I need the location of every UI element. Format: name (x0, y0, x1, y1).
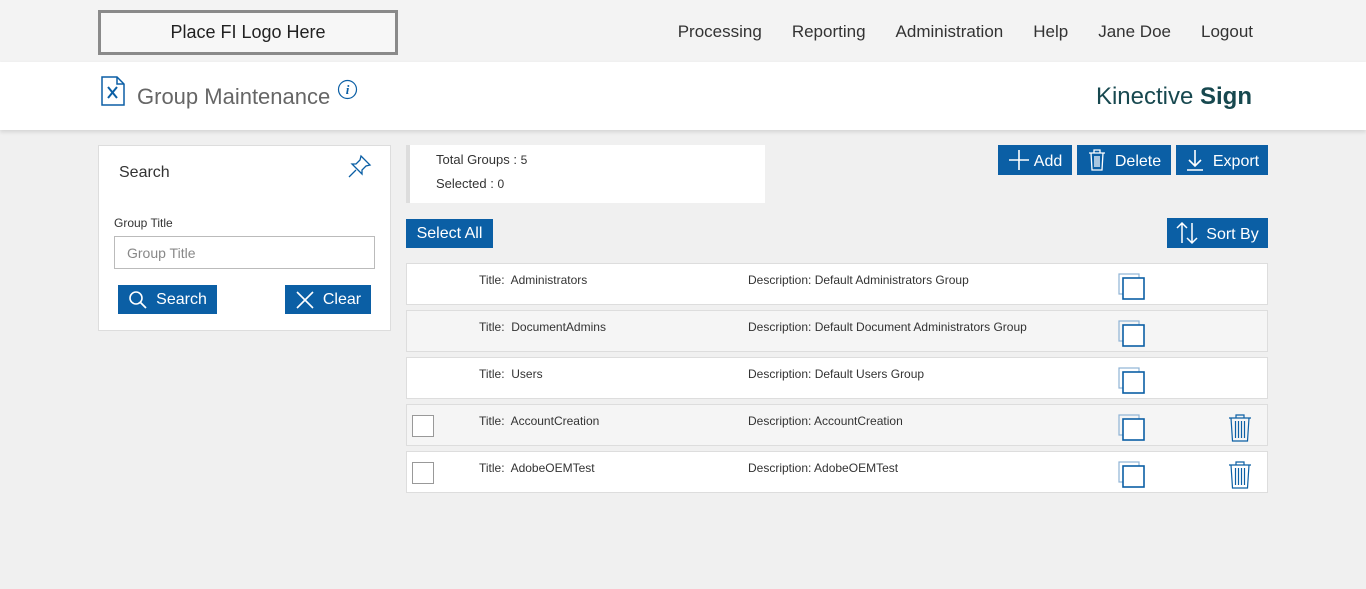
brand-light: Kinective (1095, 83, 1194, 110)
add-icon (1008, 150, 1029, 170)
selected-count: Selected : 0 (436, 176, 504, 191)
search-title: Search (119, 164, 170, 181)
total-label: Total Groups : (436, 152, 517, 167)
copy-action[interactable] (1118, 461, 1146, 494)
clear-button-label: Clear (322, 290, 362, 308)
copy-action[interactable] (1118, 273, 1146, 306)
sort-icon (1176, 221, 1198, 245)
description-label: Description: (748, 273, 812, 287)
clear-icon (296, 290, 314, 309)
add-button-label: Add (1033, 152, 1063, 170)
row-title: Title: DocumentAdmins (479, 320, 606, 334)
nav-link[interactable]: Administration (895, 22, 1004, 41)
nav-link[interactable]: Processing (677, 22, 762, 41)
total-groups: Total Groups : 5 (436, 152, 527, 167)
copy-action[interactable] (1118, 320, 1146, 353)
delete-action[interactable] (1228, 461, 1252, 494)
summary-box (406, 145, 765, 203)
row-checkbox[interactable] (412, 462, 434, 484)
row-description: Description: Default Users Group (748, 367, 924, 381)
title-label: Title: (479, 320, 505, 334)
group-row: Title: Users Description: Default Users G… (406, 357, 1268, 399)
total-value: 5 (520, 153, 528, 167)
title-label: Title: (479, 414, 505, 428)
group-row: Title: Administrators Description: Defaul… (406, 263, 1268, 305)
title-value: AdobeOEMTest (510, 461, 595, 475)
description-label: Description: (748, 320, 812, 334)
delete-icon (1088, 149, 1105, 171)
nav-menu: Processing Reporting Administration Help Jan… (678, 22, 1253, 42)
description-value: AccountCreation (814, 414, 903, 428)
row-title: Title: AccountCreation (479, 414, 599, 428)
row-description: Description: Default Document Administra… (748, 320, 1027, 334)
group-row: Title: AdobeOEMTest Description: AdobeOEM… (406, 451, 1268, 493)
description-label: Description: (748, 461, 812, 475)
copy-icon[interactable] (1118, 320, 1146, 348)
copy-action[interactable] (1118, 414, 1146, 447)
group-title-input[interactable] (114, 236, 375, 269)
nav-link[interactable]: Help (1033, 22, 1069, 41)
page-icon (101, 76, 125, 106)
group-row: Title: AccountCreation Description: Accou… (406, 404, 1268, 446)
row-title: Title: Users (479, 367, 543, 381)
logo-placeholder[interactable]: Place FI Logo Here (98, 10, 398, 55)
row-title: Title: Administrators (479, 273, 587, 287)
search-button[interactable]: Search (118, 285, 217, 314)
title-value: Users (511, 367, 543, 381)
description-value: AdobeOEMTest (814, 461, 899, 475)
trash-icon[interactable] (1228, 461, 1252, 489)
export-button-label: Export (1212, 152, 1260, 170)
svg-text:i: i (346, 82, 350, 97)
row-description: Description: Default Administrators Grou… (748, 273, 969, 287)
copy-icon[interactable] (1118, 367, 1146, 395)
sort-by-button[interactable]: Sort By (1167, 218, 1268, 248)
copy-icon[interactable] (1118, 414, 1146, 442)
page-title: Group Maintenance (137, 84, 331, 109)
description-label: Description: (748, 414, 812, 428)
copy-action[interactable] (1118, 367, 1146, 400)
title-label: Title: (479, 273, 505, 287)
select-all-button[interactable]: Select All (406, 219, 493, 248)
description-label: Description: (748, 367, 812, 381)
selected-value: 0 (497, 177, 505, 191)
export-button[interactable]: Export (1176, 145, 1268, 175)
title-label: Title: (479, 367, 505, 381)
delete-button[interactable]: Delete (1077, 145, 1171, 175)
brand-bold: Sign (1200, 83, 1252, 110)
title-value: AccountCreation (510, 414, 600, 428)
add-button[interactable]: Add (998, 145, 1072, 175)
search-icon (129, 290, 147, 309)
export-icon (1186, 150, 1203, 171)
sort-by-button-label: Sort By (1206, 225, 1259, 243)
trash-icon[interactable] (1228, 414, 1252, 442)
title-label: Title: (479, 461, 505, 475)
row-checkbox[interactable] (412, 415, 434, 437)
nav-link[interactable]: Logout (1201, 22, 1253, 41)
row-description: Description: AdobeOEMTest (748, 461, 898, 475)
title-value: DocumentAdmins (511, 320, 606, 334)
nav-link[interactable]: Reporting (791, 22, 866, 41)
search-button-label: Search (156, 290, 207, 308)
clear-button[interactable]: Clear (285, 285, 371, 314)
selected-label: Selected : (436, 176, 494, 191)
description-value: Default Users Group (814, 367, 925, 381)
delete-action[interactable] (1228, 414, 1252, 447)
brand: Kinective Sign (1096, 83, 1252, 111)
nav-link[interactable]: Jane Doe (1098, 22, 1171, 41)
pin-icon[interactable] (347, 153, 373, 179)
group-row: Title: DocumentAdmins Description: Defaul… (406, 310, 1268, 352)
title-value: Administrators (510, 273, 588, 287)
page-header (0, 62, 1366, 130)
delete-button-label: Delete (1114, 152, 1162, 170)
row-title: Title: AdobeOEMTest (479, 461, 595, 475)
info-icon[interactable]: i (337, 79, 358, 100)
description-value: Default Administrators Group (814, 273, 969, 287)
field-label: Group Title (114, 216, 173, 230)
copy-icon[interactable] (1118, 461, 1146, 489)
copy-icon[interactable] (1118, 273, 1146, 301)
description-value: Default Document Administrators Group (814, 320, 1027, 334)
row-description: Description: AccountCreation (748, 414, 903, 428)
